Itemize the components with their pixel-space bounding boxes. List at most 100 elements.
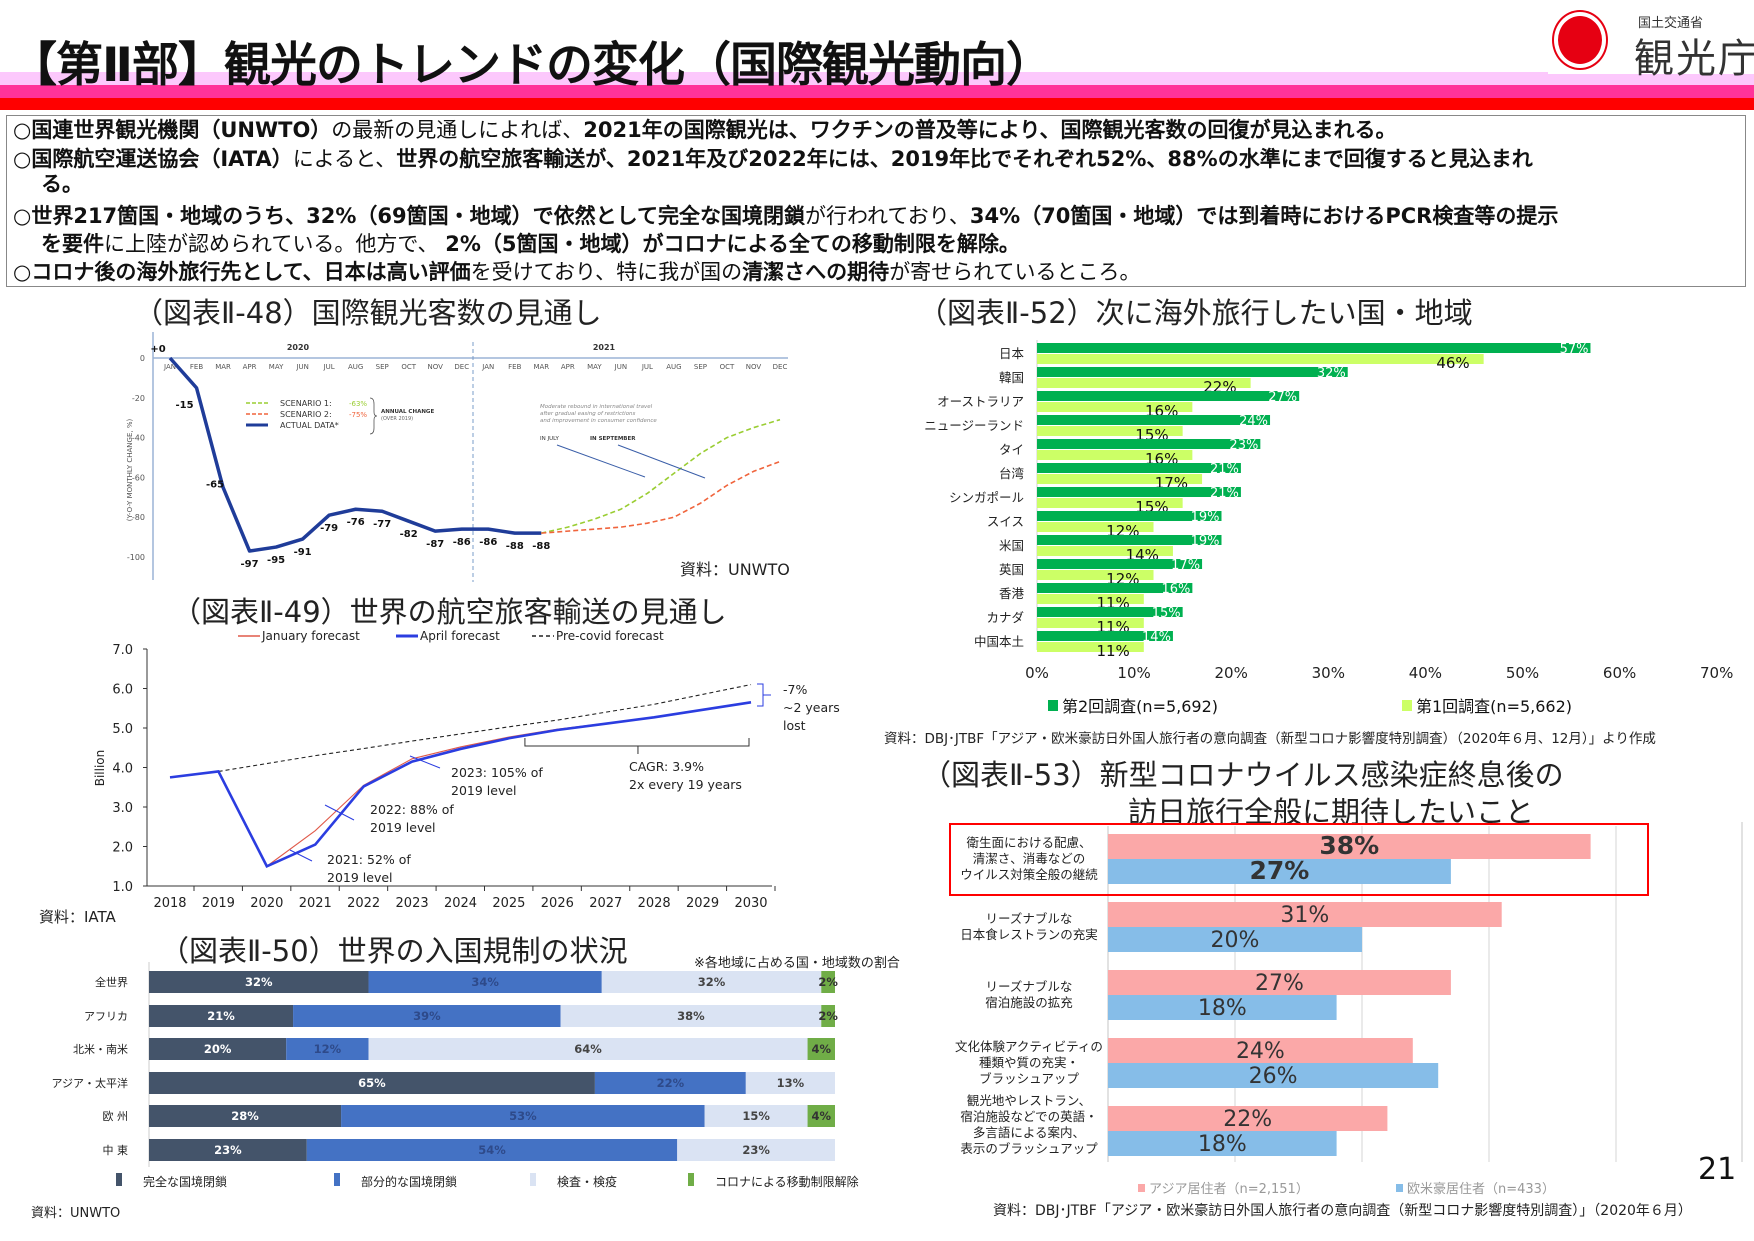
fig48-month-tick: DEC xyxy=(454,363,469,371)
text-segment: を受けており、特に我が国の xyxy=(470,260,743,284)
fig52-data-label: 24% xyxy=(1239,414,1268,429)
fig50-title: （図表Ⅱ-50）世界の入国規制の状況 xyxy=(160,934,628,968)
fig52-x-tick: 0% xyxy=(1025,664,1049,682)
summary-line: ○国際航空運送協会（IATA）によると、世界の航空旅客輸送が、2021年及び20… xyxy=(13,146,1533,172)
fig53-data-label: 31% xyxy=(1280,903,1329,928)
fig48-data-label: -86 xyxy=(479,537,497,548)
fig50-data-label: 53% xyxy=(509,1109,537,1123)
fig49-x-tick: 2019 xyxy=(202,896,235,911)
fig52-bar xyxy=(1037,415,1271,425)
legend-swatch xyxy=(1396,1183,1403,1192)
fig48-legend-label: SCENARIO 1: xyxy=(280,399,332,408)
fig49-y-tick: 5.0 xyxy=(112,722,133,737)
fig52-category-label: シンガポール xyxy=(949,490,1024,505)
fig52-data-label: 14% xyxy=(1142,630,1171,645)
fig53-category-label: 観光地やレストラン、 宿泊施設などでの英語・ 多言語による案内、 表示のブラッシ… xyxy=(960,1093,1098,1156)
fig50-bar-segment xyxy=(601,971,822,993)
fig50-note: ※各地域に占める国・地域数の割合 xyxy=(694,956,900,971)
fig48-month-tick: JUL xyxy=(641,363,653,371)
fig49-x-tick: 2018 xyxy=(153,896,186,911)
fig53-legend-west: 欧米豪居住者（n=433） xyxy=(1396,1178,1555,1197)
legend-swatch xyxy=(1048,699,1058,711)
fig48-month-tick: MAY xyxy=(269,363,284,371)
fig48-month-tick: OCT xyxy=(401,363,416,371)
fig50-bar-segment xyxy=(286,1038,369,1060)
fig52-bar xyxy=(1037,583,1193,593)
fig48-series-scenario-2 xyxy=(541,460,781,534)
fig48-series-scenario-1 xyxy=(541,418,781,534)
fig48-month-tick: DEC xyxy=(773,363,788,371)
fig52-x-tick: 20% xyxy=(1215,664,1248,682)
fig52-category-label: スイス xyxy=(987,514,1024,529)
fig48-legend-note: (OVER 2019) xyxy=(381,416,413,422)
fig52-bar xyxy=(1037,631,1173,641)
fig52-data-label: 32% xyxy=(1317,366,1346,381)
fig50-bar-segment xyxy=(306,1139,678,1161)
text-segment: ○ xyxy=(13,204,32,228)
fig50-category-label: アジア・太平洋 xyxy=(51,1076,128,1090)
fig52-bar xyxy=(1037,367,1348,377)
fig48-legend-change: -75% xyxy=(349,411,367,419)
fig48-month-tick: MAY xyxy=(587,363,602,371)
agency-logo: 国土交通省 観光庁 xyxy=(1548,8,1754,82)
fig50-bar-segment xyxy=(807,1038,835,1060)
fig50-bar-segment xyxy=(677,1139,835,1161)
fig52-legend-1st: 第1回調査(n=5,662) xyxy=(1402,693,1572,717)
fig48-legend-label: ACTUAL DATA* xyxy=(280,421,339,430)
fig52-bar xyxy=(1037,487,1241,497)
fig49-x-tick: 2027 xyxy=(589,896,622,911)
summary-line: ○世界217箇国・地域のうち、32%（69箇国・地域）で依然として完全な国境閉鎖… xyxy=(13,203,1558,229)
text-segment: に上陸が認められている。他方で、 xyxy=(104,232,446,256)
bold-text-segment: 清潔さへの期待 xyxy=(742,260,890,284)
fig50-bar-segment xyxy=(821,1005,835,1027)
fig50-bar-segment xyxy=(745,1072,835,1094)
legend-swatch xyxy=(1402,699,1412,711)
fig49-y-tick: 3.0 xyxy=(112,801,133,816)
fig48-data-label: -88 xyxy=(506,541,524,552)
fig49-x-tick: 2024 xyxy=(444,896,477,911)
fig50-category-label: 中 東 xyxy=(103,1144,129,1157)
fig48-month-tick: APR xyxy=(561,363,575,371)
fig53-data-label: 20% xyxy=(1211,928,1260,953)
fig50-data-label: 39% xyxy=(413,1009,441,1023)
legend-label: アジア居住者（n=2,151） xyxy=(1149,1182,1309,1197)
fig48-annotation: and improvement in consumer confidence xyxy=(540,418,657,424)
fig52-data-label: 17% xyxy=(1171,558,1200,573)
fig52-x-tick: 10% xyxy=(1117,664,1150,682)
fig50-data-label: 21% xyxy=(207,1009,235,1023)
fig52-x-tick: 30% xyxy=(1312,664,1345,682)
legend-label: 第2回調査(n=5,692) xyxy=(1062,697,1219,716)
fig53-data-label: 26% xyxy=(1249,1064,1298,1089)
fig53-bar xyxy=(1108,1131,1337,1156)
fig52-data-label: 19% xyxy=(1191,510,1220,525)
logo-ministry-text: 国土交通省 xyxy=(1638,16,1704,31)
fig48-legend-change: -63% xyxy=(349,400,367,408)
fig49-annotation-cagr: CAGR: 3.9% xyxy=(629,759,704,774)
fig50-bar-segment xyxy=(821,971,835,993)
page-number: 21 xyxy=(1698,1152,1737,1187)
fig49-series-april-forecast xyxy=(169,701,752,868)
fig50-data-label: 20% xyxy=(204,1042,232,1056)
fig49-x-tick: 2022 xyxy=(347,896,380,911)
fig50-bar-segment xyxy=(149,1038,287,1060)
fig48-title: （図表Ⅱ-48）国際観光客数の見通し xyxy=(134,296,602,330)
fig52-bar xyxy=(1037,439,1261,449)
fig50-source: 資料：UNWTO xyxy=(31,1206,121,1221)
fig48-data-label: -79 xyxy=(320,523,338,534)
fig53-bar xyxy=(1108,1038,1413,1063)
summary-line: を要件に上陸が認められている。他方で、 2%（5箇国・地域）がコロナによる全ての… xyxy=(41,231,1020,257)
fig50-data-label: 2% xyxy=(818,975,838,989)
fig52-title: （図表Ⅱ-52）次に海外旅行したい国・地域 xyxy=(918,296,1473,330)
fig52-data-label: 46% xyxy=(1436,354,1469,372)
fig52-bar xyxy=(1037,511,1222,521)
fig53-data-label: 27% xyxy=(1250,856,1310,885)
fig50-data-label: 32% xyxy=(698,975,726,989)
fig48-data-label: -77 xyxy=(373,519,391,530)
fig52-legend-2nd: 第2回調査(n=5,692) xyxy=(1048,693,1218,717)
text-segment: によると、 xyxy=(292,147,397,171)
fig52-category-label: タイ xyxy=(999,442,1024,457)
fig49-y-tick: 1.0 xyxy=(112,880,133,895)
fig48-data-label: +0 xyxy=(150,344,165,355)
fig48-y-tick: 0 xyxy=(140,354,145,363)
